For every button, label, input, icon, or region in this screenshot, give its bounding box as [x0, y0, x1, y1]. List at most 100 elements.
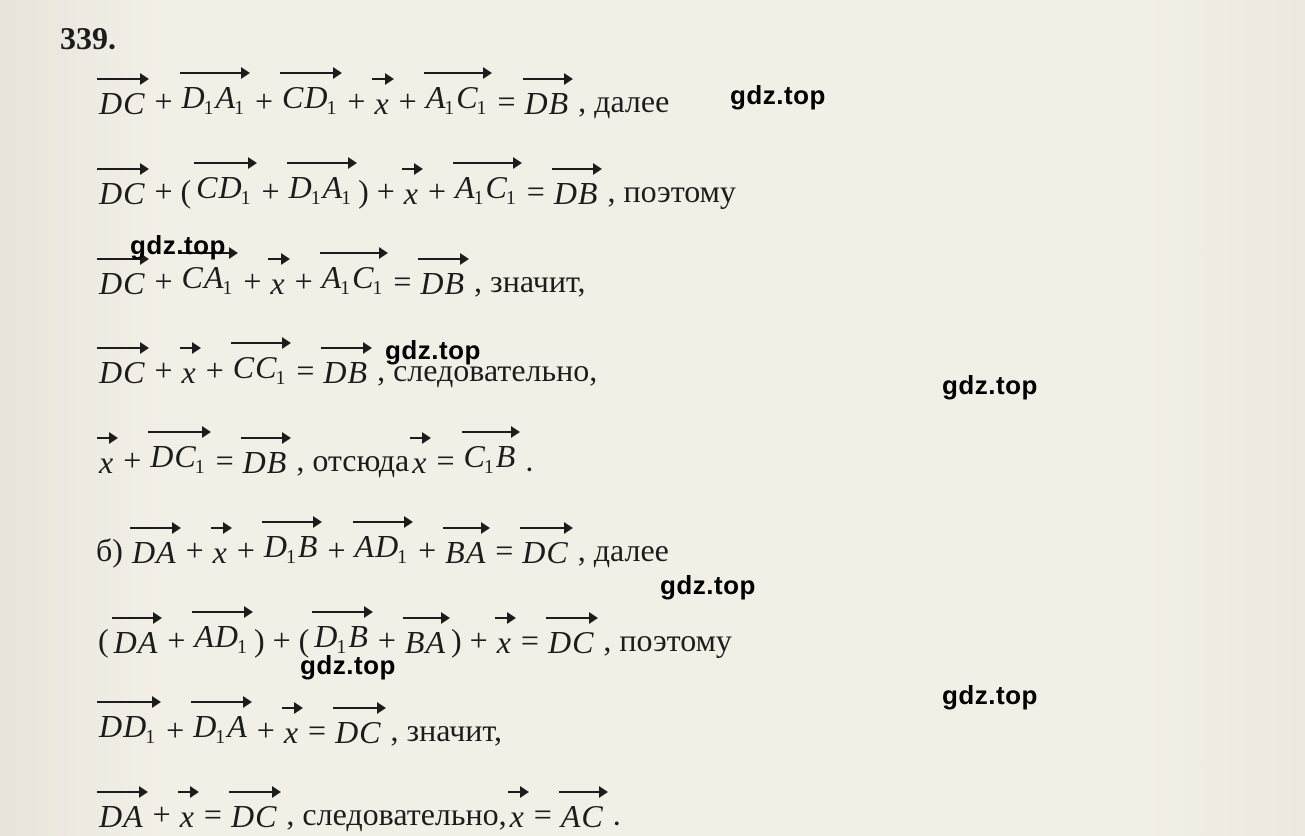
operator: + [148, 265, 178, 299]
vector-label: DB [323, 354, 368, 390]
vector: BA [405, 610, 446, 658]
operator: + [267, 624, 297, 658]
vector: D1A [193, 694, 248, 748]
part-label: б) [96, 534, 129, 568]
math-line: DC+x+CC1=DB, следовательно, [96, 335, 1265, 389]
vector-label: AC [561, 798, 604, 834]
operator: + [256, 175, 286, 209]
vector: x [412, 430, 427, 478]
operator: + [341, 85, 371, 119]
vector-arrow [523, 71, 574, 85]
vector-arrow [192, 604, 253, 618]
paren: ( [96, 624, 111, 658]
operator: = [521, 175, 551, 209]
vector: DC [522, 520, 568, 568]
vector: DC [99, 161, 145, 209]
trailing-text: , значит, [468, 265, 585, 299]
paren: ) [356, 175, 371, 209]
vector-label: CA1 [182, 259, 235, 295]
vector: D1A1 [182, 65, 247, 119]
math-line: DC+(CD1+D1A1)+x+A1C1=DB, поэтому [96, 155, 1265, 209]
vector-arrow [443, 520, 490, 534]
math-line: DC+CA1+x+A1C1=DB, значит, [96, 245, 1265, 299]
vector-arrow [520, 520, 572, 534]
vector-label: DC [548, 624, 594, 660]
vector: AD1 [194, 604, 249, 658]
problem-number: 339. [60, 20, 1265, 57]
vector: DA [114, 610, 159, 658]
vector: x [180, 784, 195, 832]
vector-label: AD1 [355, 528, 410, 564]
vector-label: DA [132, 534, 177, 570]
vector-label: x [374, 85, 389, 121]
vector-label: D1A [193, 708, 248, 744]
vector-label: BA [445, 534, 486, 570]
vector: x [404, 161, 419, 209]
operator: + [412, 534, 442, 568]
vector: DA [99, 784, 144, 832]
vector-arrow [410, 430, 431, 444]
vector-arrow [97, 340, 149, 354]
trailing-text: , далее [572, 85, 669, 119]
vector-label: DC1 [150, 438, 206, 474]
vector-label: DC [335, 714, 381, 750]
operator: + [371, 175, 401, 209]
vector-arrow [97, 694, 161, 708]
vector-arrow [546, 610, 598, 624]
vector-label: CC1 [233, 349, 288, 385]
vector-label: x [510, 798, 525, 834]
vector-label: DC [99, 265, 145, 301]
vector-arrow [148, 424, 210, 438]
operator: = [491, 85, 521, 119]
vector-label: x [213, 534, 228, 570]
paren: ) [449, 624, 464, 658]
trailing-text: , отсюда [290, 444, 409, 478]
vector-label: DB [554, 175, 599, 211]
operator: + [148, 85, 178, 119]
math-line: x+DC1=DB, отсюда x=C1B. [96, 424, 1265, 478]
vector: x [213, 520, 228, 568]
math-line: DC+D1A1+CD1+x+A1C1=DB, далее [96, 65, 1265, 119]
vector: DC [99, 340, 145, 388]
vector-arrow [229, 784, 281, 798]
operator: + [251, 714, 281, 748]
operator: + [180, 534, 210, 568]
watermark: gdz.top [942, 370, 1038, 401]
operator: = [430, 444, 460, 478]
vector-arrow [112, 610, 163, 624]
operator: = [528, 798, 558, 832]
vector-label: C1B [464, 438, 517, 474]
vector-arrow [178, 784, 199, 798]
vector-label: DA [114, 624, 159, 660]
vector-arrow [403, 610, 450, 624]
vector-arrow [418, 251, 469, 265]
vector-arrow [495, 610, 516, 624]
trailing-text: . [607, 798, 621, 832]
vector-label: DB [243, 444, 288, 480]
vector-label: DB [420, 265, 465, 301]
vector: x [99, 430, 114, 478]
vector-label: D1A1 [289, 169, 354, 205]
vector-label: x [404, 175, 419, 211]
vector-arrow [97, 161, 149, 175]
trailing-text: , далее [572, 534, 669, 568]
operator: = [302, 714, 332, 748]
vector-arrow [282, 700, 303, 714]
vector-label: D1B [264, 528, 319, 564]
vector-arrow [130, 520, 181, 534]
math-line: DA+x=DC, следовательно, x=AC. [96, 784, 1265, 832]
operator: + [321, 534, 351, 568]
operator: + [160, 714, 190, 748]
vector-arrow [312, 604, 373, 618]
vector-label: CD1 [196, 169, 252, 205]
math-lines: DC+D1A1+CD1+x+A1C1=DB, далееDC+(CD1+D1A1… [60, 65, 1265, 832]
vector: x [510, 784, 525, 832]
vector-label: x [270, 265, 285, 301]
vector-label: DA [99, 798, 144, 834]
vector: x [284, 700, 299, 748]
vector: x [374, 71, 389, 119]
vector: x [270, 251, 285, 299]
math-line: (DA+AD1)+(D1B+BA)+x=DC, поэтому [96, 604, 1265, 658]
vector-label: x [99, 444, 114, 480]
vector-arrow [241, 430, 292, 444]
